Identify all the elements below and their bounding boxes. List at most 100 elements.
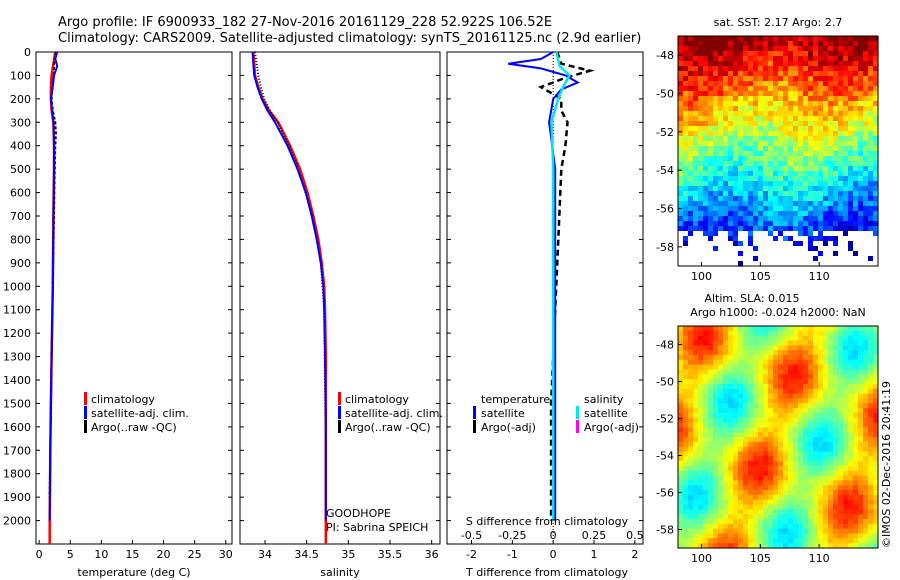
sst-map-cell [773,41,779,47]
sst-map-cell [733,96,739,102]
sst-map-cell [688,246,694,252]
sst-map-cell [848,176,854,182]
sla-map-cell [738,456,744,462]
sla-map-cell [698,470,704,477]
sst-map-cell [828,141,834,147]
sla-map-cell [803,350,809,356]
sla-map-cell [693,480,699,486]
temperature-x-tick-label: 25 [188,548,202,561]
sst-map-cell [763,61,769,67]
sla-map-cell [858,359,864,366]
sst-map-cell [818,251,824,257]
sst-map-cell [788,61,794,67]
sst-map-cell [718,261,724,267]
sla-map-cell [868,437,874,443]
sla-map-cell [738,417,744,424]
sla-map-cell [703,412,709,419]
sla-map-cell [818,437,824,443]
sst-map-cell [733,81,739,87]
sst-map-cell [678,261,684,267]
sla-map-cell [838,369,844,375]
sst-map-cell [813,156,819,162]
sst-map-cell [708,206,714,212]
sst-map-cell [743,96,749,102]
sst-map-cell [698,151,704,157]
sla-map-cell [758,480,764,486]
sla-map-cell [778,403,784,409]
sla-map-cell [738,388,744,395]
sst-map-cell [728,226,734,232]
sst-map-cell [778,256,784,262]
sst-map-cell [728,261,734,267]
sla-map-cell [858,350,864,356]
sst-map-cell [858,176,864,182]
sla-map-cell [863,379,869,385]
sst-map-cell [828,231,834,237]
sst-map-cell [823,241,829,247]
sla-map-cell [778,499,784,506]
sla-map-cell [718,451,724,457]
sla-map-cell [798,494,804,501]
temperature-x-label: temperature (deg C) [77,566,190,579]
sst-map-cell [808,86,814,92]
sla-map-cell [733,326,739,332]
sla-map-cell [793,451,799,457]
sst-map-cell [858,61,864,67]
sla-map-cell [793,456,799,462]
sla-map-cell [763,437,769,443]
temperature-y-tick-label: 1400 [3,374,31,387]
sst-map-cell [793,116,799,122]
sst-map-cell [818,246,824,252]
sla-map-cell [808,364,814,371]
sla-map-cell [843,504,849,510]
sla-map-cell [733,369,739,375]
sla-map-cell [868,504,874,510]
sla-map-cell [748,354,754,361]
sla-map-cell [798,538,804,544]
sst-map-cell [803,186,809,192]
sst-map-cell [868,141,874,147]
sla-map-cell [703,543,709,549]
sst-map-cell [768,136,774,142]
sst-map-cell [693,101,699,107]
sla-map-cell [763,364,769,371]
sst-map-cell [868,176,874,182]
sst-map-cell [833,36,839,42]
sla-map-cell [868,519,874,525]
sst-map-cell [758,156,764,162]
sst-map-cell [763,51,769,57]
sst-map-cell [838,46,844,52]
sst-map-cell [803,126,809,132]
sla-map-cell [803,393,809,399]
temperature-x-tick-label: 5 [67,548,74,561]
sst-map-cell [868,111,874,117]
sst-map-cell [733,116,739,122]
sst-map-cell [813,256,819,262]
sst-map-cell [758,191,764,197]
difference-x-tick-label: 0 [550,548,557,561]
sla-map-cell [693,519,699,525]
sla-map-cell [853,523,859,530]
sst-map-cell [703,126,709,132]
temperature-y-tick-label: 400 [10,140,31,153]
sst-map-cell [778,46,784,52]
sst-map-cell [838,201,844,207]
sst-map-cell [758,51,764,57]
sla-map-cell [778,350,784,356]
sst-map-cell [798,261,804,267]
sst-map-y-tick-label: -56 [656,203,674,216]
sst-map-cell [788,231,794,237]
sla-map-cell [753,441,759,448]
sla-map-cell [743,494,749,501]
temperature-axes-frame [35,51,233,545]
sst-map-cell [813,251,819,257]
sst-map-cell [823,181,829,187]
sla-map-cell [703,326,709,332]
sst-map-cell [678,236,684,242]
sla-map-cell [798,519,804,525]
sla-map-cell [748,499,754,506]
sla-map-cell [723,475,729,482]
sst-map-cell [778,236,784,242]
sst-map-cell [753,166,759,172]
sla-map-cell [748,345,754,351]
